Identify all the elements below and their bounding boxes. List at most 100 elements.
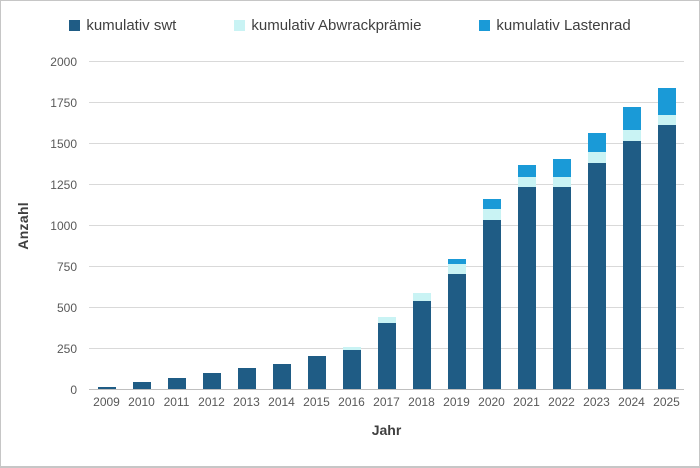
x-tick-label-2018: 2018 bbox=[408, 395, 435, 409]
bar-segment-2013-kumulativ-swt bbox=[237, 367, 256, 389]
y-tick-label-2000: 2000 bbox=[50, 55, 77, 69]
bar-segment-2019-kumulativ-abwrackprämie bbox=[447, 264, 466, 275]
gridline-y-1750 bbox=[89, 102, 684, 103]
bar-segment-2019-kumulativ-swt bbox=[447, 274, 466, 389]
legend-swatch-swt-icon bbox=[69, 19, 81, 31]
bar-segment-2021-kumulativ-swt bbox=[517, 187, 536, 389]
bar-segment-2022-kumulativ-swt bbox=[552, 187, 571, 389]
y-tick-label-500: 500 bbox=[56, 301, 77, 315]
bar-2013 bbox=[237, 367, 256, 389]
gridline-y-1500 bbox=[89, 143, 684, 144]
bar-2014 bbox=[272, 364, 291, 389]
x-axis-title: Jahr bbox=[371, 422, 402, 438]
bar-2012 bbox=[202, 372, 221, 389]
x-tick-label-2020: 2020 bbox=[478, 395, 505, 409]
bar-segment-2022-kumulativ-lastenrad bbox=[552, 158, 571, 177]
x-tick-label-2011: 2011 bbox=[163, 395, 190, 409]
bar-segment-2023-kumulativ-abwrackprämie bbox=[587, 152, 606, 163]
bar-2024 bbox=[622, 106, 641, 389]
x-tick-label-2014: 2014 bbox=[268, 395, 295, 409]
bar-segment-2016-kumulativ-swt bbox=[342, 349, 361, 389]
y-tick-label-1250: 1250 bbox=[50, 178, 77, 192]
x-tick-label-2015: 2015 bbox=[303, 395, 330, 409]
x-tick-label-2021: 2021 bbox=[513, 395, 540, 409]
x-tick-label-2010: 2010 bbox=[128, 395, 155, 409]
bar-segment-2024-kumulativ-swt bbox=[622, 140, 641, 389]
bar-segment-2021-kumulativ-lastenrad bbox=[517, 165, 536, 177]
bar-segment-2020-kumulativ-swt bbox=[482, 220, 501, 389]
x-tick-label-2017: 2017 bbox=[373, 395, 400, 409]
bar-segment-2019-kumulativ-lastenrad bbox=[447, 259, 466, 265]
legend-label-lastenrad: kumulativ Lastenrad bbox=[496, 16, 631, 34]
bar-segment-2024-kumulativ-lastenrad bbox=[622, 106, 641, 130]
y-tick-label-1500: 1500 bbox=[50, 137, 77, 151]
bar-segment-2020-kumulativ-lastenrad bbox=[482, 198, 501, 209]
legend-item-swt: kumulativ swt bbox=[69, 17, 176, 34]
gridline-y-500 bbox=[89, 307, 684, 308]
bar-segment-2017-kumulativ-swt bbox=[377, 323, 396, 389]
bar-segment-2025-kumulativ-lastenrad bbox=[657, 88, 676, 116]
bar-segment-2018-kumulativ-abwrackprämie bbox=[412, 293, 431, 302]
bar-2025 bbox=[657, 88, 676, 389]
bar-segment-2021-kumulativ-abwrackprämie bbox=[517, 176, 536, 188]
bar-segment-2011-kumulativ-swt bbox=[167, 377, 186, 389]
bar-2009 bbox=[97, 386, 116, 389]
bar-segment-2023-kumulativ-lastenrad bbox=[587, 133, 606, 153]
bar-2016 bbox=[342, 347, 361, 389]
bar-segment-2024-kumulativ-abwrackprämie bbox=[622, 129, 641, 141]
bar-segment-2009-kumulativ-swt bbox=[97, 386, 116, 389]
y-tick-label-750: 750 bbox=[56, 260, 77, 274]
chart-legend: kumulativ swt kumulativ Abwrackprämie ku… bbox=[1, 13, 699, 37]
legend-label-abwrackpraemie: kumulativ Abwrackprämie bbox=[251, 16, 422, 34]
gridline-y-2000 bbox=[89, 61, 684, 62]
legend-swatch-abwrackpraemie-icon bbox=[234, 19, 246, 31]
legend-swatch-lastenrad-icon bbox=[479, 19, 491, 31]
bar-2011 bbox=[167, 377, 186, 389]
bar-2021 bbox=[517, 165, 536, 389]
x-tick-label-2023: 2023 bbox=[583, 395, 610, 409]
x-tick-label-2012: 2012 bbox=[198, 395, 225, 409]
bar-segment-2025-kumulativ-swt bbox=[657, 124, 676, 389]
x-tick-label-2013: 2013 bbox=[233, 395, 260, 409]
y-tick-label-0: 0 bbox=[70, 383, 77, 397]
bar-2020 bbox=[482, 198, 501, 389]
legend-item-lastenrad: kumulativ Lastenrad bbox=[479, 16, 631, 34]
gridline-y-1250 bbox=[89, 184, 684, 185]
x-tick-label-2024: 2024 bbox=[618, 395, 645, 409]
bar-2015 bbox=[307, 356, 326, 389]
bar-2018 bbox=[412, 293, 431, 389]
bar-segment-2023-kumulativ-swt bbox=[587, 162, 606, 389]
plot-area bbox=[89, 61, 684, 390]
y-tick-label-250: 250 bbox=[56, 342, 77, 356]
bar-segment-2016-kumulativ-abwrackprämie bbox=[342, 347, 361, 350]
bar-2010 bbox=[132, 382, 151, 389]
x-tick-label-2019: 2019 bbox=[443, 395, 470, 409]
x-tick-label-2009: 2009 bbox=[93, 395, 120, 409]
legend-label-swt: kumulativ swt bbox=[86, 16, 177, 34]
x-tick-label-2025: 2025 bbox=[653, 395, 680, 409]
bar-segment-2020-kumulativ-abwrackprämie bbox=[482, 208, 501, 221]
bar-segment-2025-kumulativ-abwrackprämie bbox=[657, 115, 676, 125]
bar-2019 bbox=[447, 259, 466, 389]
bar-segment-2018-kumulativ-swt bbox=[412, 301, 431, 389]
bar-segment-2015-kumulativ-swt bbox=[307, 356, 326, 389]
bar-segment-2014-kumulativ-swt bbox=[272, 364, 291, 389]
y-tick-label-1000: 1000 bbox=[50, 219, 77, 233]
gridline-y-1000 bbox=[89, 225, 684, 226]
bar-segment-2010-kumulativ-swt bbox=[132, 382, 151, 389]
y-tick-label-1750: 1750 bbox=[50, 96, 77, 110]
bar-2023 bbox=[587, 133, 606, 389]
gridline-y-750 bbox=[89, 266, 684, 267]
bar-segment-2012-kumulativ-swt bbox=[202, 372, 221, 389]
x-axis-ticks: 2009 2010 2011 2012 2013 2014 2015 2016 2017 2018… bbox=[89, 395, 684, 409]
bar-2022 bbox=[552, 158, 571, 389]
gridline-y-0 bbox=[89, 389, 684, 390]
legend-item-abwrackpraemie: kumulativ Abwrackprämie bbox=[234, 17, 421, 34]
x-tick-label-2016: 2016 bbox=[338, 395, 365, 409]
bar-segment-2022-kumulativ-abwrackprämie bbox=[552, 176, 571, 188]
bar-2017 bbox=[377, 316, 396, 389]
x-tick-label-2022: 2022 bbox=[548, 395, 575, 409]
bar-segment-2017-kumulativ-abwrackprämie bbox=[377, 316, 396, 324]
y-axis-ticks: 0 250 500 750 1000 1250 1500 1750 2000 bbox=[1, 55, 77, 397]
